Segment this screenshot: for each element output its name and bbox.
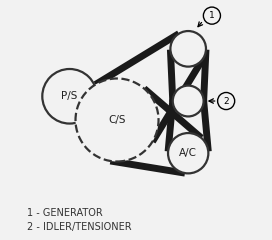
Text: 2 - IDLER/TENSIONER: 2 - IDLER/TENSIONER <box>27 222 131 232</box>
Text: 1: 1 <box>209 11 215 20</box>
Circle shape <box>173 86 204 116</box>
Text: 2: 2 <box>223 96 229 106</box>
Circle shape <box>42 69 97 124</box>
Circle shape <box>168 133 208 173</box>
Circle shape <box>76 78 159 162</box>
Text: A/C: A/C <box>179 148 197 158</box>
Text: 1 - GENERATOR: 1 - GENERATOR <box>27 208 103 218</box>
Text: C/S: C/S <box>108 115 126 125</box>
Circle shape <box>170 31 206 67</box>
Text: P/S: P/S <box>61 91 78 101</box>
